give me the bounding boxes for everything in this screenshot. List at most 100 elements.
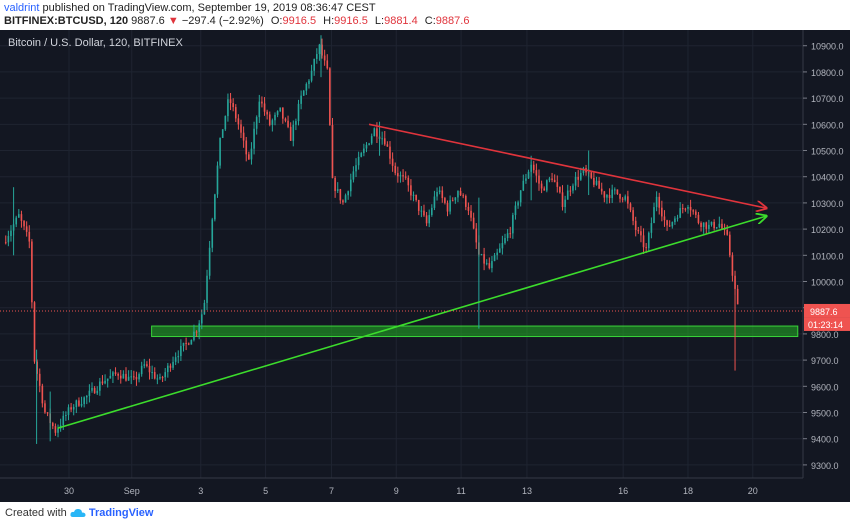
candle xyxy=(600,182,603,195)
candle xyxy=(287,115,289,129)
chart-canvas[interactable]: 9300.09400.09500.09600.09700.09800.09900… xyxy=(0,30,850,502)
candle xyxy=(483,247,485,271)
candle xyxy=(143,358,146,369)
candle-body xyxy=(566,190,569,200)
candle-body xyxy=(355,165,357,172)
candle xyxy=(705,221,708,235)
candle xyxy=(559,186,561,194)
candle xyxy=(454,197,457,204)
candle xyxy=(315,48,318,64)
candle-body xyxy=(15,217,18,225)
down-arrow-icon: ▼ xyxy=(167,15,179,27)
candle xyxy=(582,166,585,176)
candle xyxy=(4,235,7,245)
candle xyxy=(161,375,164,383)
countdown-tag xyxy=(804,317,850,331)
candle-body xyxy=(616,189,619,195)
candle-body xyxy=(394,165,397,174)
y-tick-label: 10900.0 xyxy=(811,42,844,52)
candle xyxy=(46,412,49,417)
candle-body xyxy=(632,210,634,221)
candle xyxy=(133,370,135,381)
candle xyxy=(295,118,297,131)
candle-body xyxy=(702,222,705,227)
candle xyxy=(425,212,428,227)
candle-body xyxy=(551,178,553,180)
candle xyxy=(663,210,666,227)
candle xyxy=(329,67,331,126)
candle xyxy=(522,174,525,192)
support-trendline[interactable] xyxy=(57,216,767,429)
candle xyxy=(470,205,472,222)
candle xyxy=(41,383,44,408)
candle-body xyxy=(93,387,96,394)
candle-body xyxy=(705,222,708,229)
candle xyxy=(355,158,357,178)
author-name[interactable]: valdrint xyxy=(4,2,40,14)
resistance-trendline[interactable] xyxy=(368,123,766,208)
candle xyxy=(634,216,637,237)
candle-body xyxy=(472,217,475,229)
candle xyxy=(245,136,248,162)
candle xyxy=(540,180,543,194)
candle xyxy=(621,197,624,203)
candle xyxy=(104,374,106,385)
candle xyxy=(423,204,425,217)
candle xyxy=(695,209,697,219)
candle-body xyxy=(169,365,172,368)
candle-body xyxy=(292,124,295,141)
close-value: 9887.6 xyxy=(435,15,470,27)
candle-body xyxy=(470,210,472,218)
candle-body xyxy=(67,407,70,415)
candle-body xyxy=(389,146,391,159)
candle-body xyxy=(88,390,91,396)
candle-body xyxy=(446,202,449,212)
candle xyxy=(20,210,23,228)
candle xyxy=(135,371,138,386)
candle-body xyxy=(619,194,621,199)
candle-body xyxy=(172,361,174,368)
candle xyxy=(31,239,33,309)
candle-body xyxy=(642,235,645,248)
candle xyxy=(208,240,211,280)
tradingview-brand[interactable]: TradingView xyxy=(88,507,154,519)
candle-body xyxy=(75,400,78,408)
candle xyxy=(595,176,598,186)
candle-body xyxy=(36,361,38,374)
candle-body xyxy=(525,178,527,181)
candle-body xyxy=(287,120,289,127)
y-tick-label: 10100.0 xyxy=(811,251,844,261)
candle xyxy=(386,141,389,147)
candle xyxy=(441,186,444,203)
candle-body xyxy=(611,189,613,199)
candle-body xyxy=(114,372,117,374)
candle-body xyxy=(561,192,564,208)
price-axis[interactable] xyxy=(803,30,850,478)
candle-body xyxy=(253,128,255,149)
candle-body xyxy=(519,190,522,203)
candle xyxy=(611,184,613,204)
candle-body xyxy=(344,195,347,203)
candle xyxy=(731,252,734,282)
time-axis[interactable] xyxy=(0,478,850,502)
candle xyxy=(242,126,245,148)
candle-body xyxy=(517,202,519,206)
candle xyxy=(91,382,93,393)
candle-body xyxy=(726,229,729,235)
price-chart[interactable]: 9300.09400.09500.09600.09700.09800.09900… xyxy=(0,30,850,502)
candle xyxy=(342,199,344,205)
candle xyxy=(647,231,650,252)
candle xyxy=(300,90,302,110)
y-tick-label: 10500.0 xyxy=(811,147,844,157)
candle-body xyxy=(297,103,300,122)
candle xyxy=(127,370,130,381)
candle-body xyxy=(451,200,454,202)
candle-body xyxy=(370,136,373,144)
candle-body xyxy=(352,171,355,180)
candle-body xyxy=(208,247,211,276)
candle xyxy=(715,226,718,230)
candle xyxy=(391,152,394,172)
x-tick-label: 11 xyxy=(456,486,465,496)
close-label: C: xyxy=(424,15,436,27)
candle-body xyxy=(436,191,438,197)
